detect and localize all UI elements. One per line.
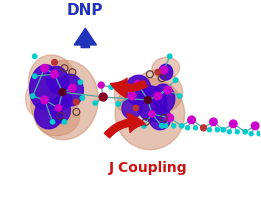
- Circle shape: [186, 126, 189, 130]
- Ellipse shape: [51, 97, 70, 123]
- Circle shape: [227, 130, 231, 134]
- Circle shape: [229, 120, 237, 128]
- Circle shape: [41, 96, 48, 104]
- Circle shape: [118, 82, 122, 86]
- Ellipse shape: [46, 66, 69, 94]
- Ellipse shape: [137, 86, 167, 122]
- Circle shape: [160, 66, 168, 74]
- Ellipse shape: [133, 70, 183, 114]
- Ellipse shape: [153, 84, 175, 112]
- Circle shape: [32, 54, 37, 58]
- Circle shape: [188, 116, 195, 124]
- Circle shape: [207, 128, 211, 132]
- Circle shape: [50, 120, 55, 124]
- Circle shape: [164, 124, 168, 128]
- Circle shape: [31, 94, 35, 98]
- Text: J Coupling: J Coupling: [109, 161, 187, 175]
- Circle shape: [144, 97, 151, 103]
- Circle shape: [172, 124, 176, 128]
- Ellipse shape: [57, 91, 72, 109]
- Circle shape: [159, 124, 164, 128]
- Circle shape: [80, 96, 85, 100]
- Circle shape: [93, 101, 97, 105]
- Circle shape: [51, 70, 58, 78]
- Circle shape: [32, 74, 37, 78]
- Circle shape: [116, 102, 120, 106]
- Circle shape: [174, 78, 178, 82]
- Ellipse shape: [35, 98, 80, 136]
- Text: DNP: DNP: [67, 3, 104, 18]
- Circle shape: [164, 86, 171, 94]
- Circle shape: [155, 69, 161, 75]
- Ellipse shape: [114, 77, 154, 115]
- Circle shape: [74, 99, 79, 105]
- Circle shape: [78, 80, 82, 84]
- Circle shape: [221, 128, 226, 132]
- Ellipse shape: [57, 74, 83, 106]
- Ellipse shape: [122, 97, 142, 119]
- Ellipse shape: [29, 55, 76, 109]
- Ellipse shape: [115, 78, 185, 150]
- Circle shape: [98, 82, 104, 88]
- Circle shape: [257, 132, 261, 136]
- Circle shape: [210, 118, 217, 126]
- Circle shape: [215, 128, 220, 132]
- Circle shape: [55, 105, 62, 111]
- Ellipse shape: [125, 75, 151, 105]
- Circle shape: [69, 84, 76, 92]
- Circle shape: [133, 105, 139, 111]
- Circle shape: [52, 59, 57, 65]
- Circle shape: [154, 92, 162, 100]
- Circle shape: [200, 125, 206, 131]
- Circle shape: [180, 124, 184, 128]
- Ellipse shape: [31, 60, 98, 140]
- Ellipse shape: [35, 99, 62, 129]
- Circle shape: [128, 92, 136, 100]
- Ellipse shape: [152, 57, 180, 79]
- Ellipse shape: [30, 65, 60, 109]
- FancyArrowPatch shape: [111, 78, 147, 98]
- Circle shape: [251, 122, 259, 130]
- Circle shape: [41, 64, 48, 72]
- Circle shape: [142, 124, 146, 128]
- Ellipse shape: [149, 106, 171, 130]
- Circle shape: [249, 132, 253, 136]
- Circle shape: [134, 80, 142, 88]
- Circle shape: [243, 130, 247, 134]
- Circle shape: [109, 85, 113, 89]
- Circle shape: [194, 126, 198, 130]
- FancyArrowPatch shape: [74, 28, 96, 48]
- Circle shape: [99, 93, 107, 101]
- Circle shape: [62, 120, 67, 124]
- Circle shape: [59, 89, 66, 96]
- Circle shape: [177, 94, 182, 98]
- Circle shape: [149, 111, 155, 117]
- Circle shape: [166, 114, 174, 122]
- Ellipse shape: [26, 77, 56, 117]
- Circle shape: [168, 54, 172, 58]
- Ellipse shape: [159, 64, 173, 80]
- FancyArrowPatch shape: [104, 113, 145, 138]
- Circle shape: [235, 130, 239, 134]
